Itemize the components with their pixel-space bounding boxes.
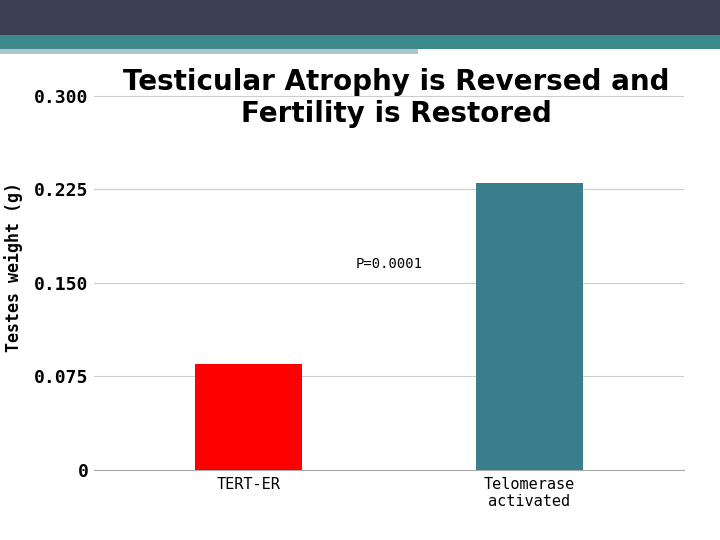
- Bar: [195, 364, 302, 470]
- Text: P=0.0001: P=0.0001: [355, 257, 423, 271]
- Bar: [476, 183, 582, 470]
- Y-axis label: Testes weight (g): Testes weight (g): [4, 183, 23, 352]
- Text: Testicular Atrophy is Reversed and
Fertility is Restored: Testicular Atrophy is Reversed and Ferti…: [122, 68, 670, 128]
